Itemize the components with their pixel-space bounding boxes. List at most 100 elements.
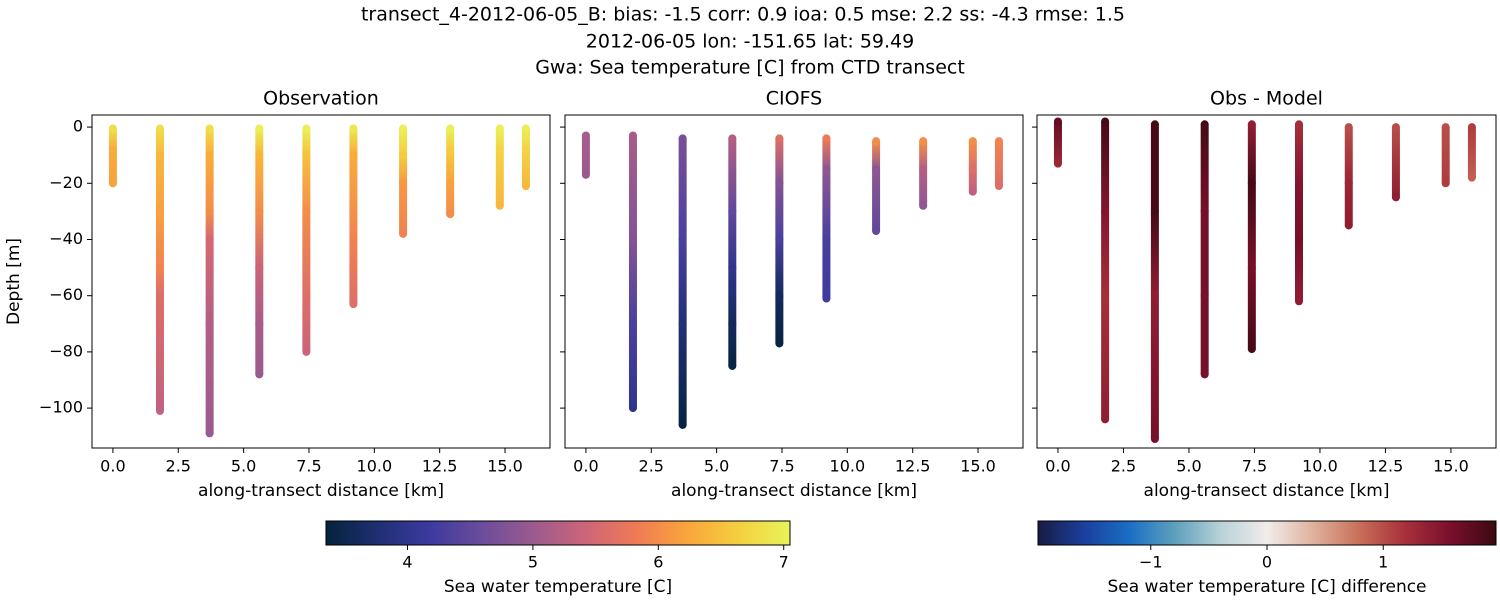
cast-segment <box>1200 295 1209 375</box>
cast-point <box>446 124 455 133</box>
cast-segment <box>205 239 214 324</box>
cast-point <box>1441 123 1450 132</box>
cast-point <box>302 207 311 216</box>
cast-segment <box>1053 121 1062 164</box>
cast-segment <box>302 155 311 212</box>
cast-point <box>775 291 784 300</box>
cast-point <box>399 179 408 188</box>
cast-point <box>205 429 214 438</box>
cast-point <box>495 201 504 210</box>
cast-point <box>628 404 637 413</box>
cast-point <box>1200 207 1209 216</box>
colorbar <box>325 520 791 546</box>
cast-segment <box>728 138 737 212</box>
cast-segment <box>399 128 408 156</box>
cast-point <box>155 124 164 133</box>
x-tick-label: 10.0 <box>357 457 393 476</box>
cast-point <box>728 207 737 216</box>
cast-point <box>628 131 637 140</box>
cast-segment <box>1294 239 1303 302</box>
cast-point <box>1467 173 1476 182</box>
cast-segment <box>446 183 455 215</box>
cast-point <box>968 165 977 174</box>
cast-point <box>775 235 784 244</box>
cast-point <box>728 361 737 370</box>
colorbar-tick-label: 4 <box>402 553 412 572</box>
cast-point <box>155 151 164 160</box>
cast-segment <box>255 323 264 375</box>
cast-point <box>1294 297 1303 306</box>
cast-segment <box>678 323 687 425</box>
cast-point <box>302 124 311 133</box>
cast-segment <box>1200 124 1209 212</box>
cast-segment <box>628 135 637 240</box>
cast-segment <box>108 128 117 150</box>
cast-point <box>872 165 881 174</box>
cast-point <box>1467 123 1476 132</box>
colorbar-label: Sea water temperature [C] <box>444 577 672 597</box>
cast-segment <box>678 239 687 324</box>
colorbar-tick-label: 7 <box>779 553 789 572</box>
cast-segment <box>822 239 831 299</box>
x-axis-label: along-transect distance [km] <box>1144 481 1390 501</box>
cast-segment <box>205 155 214 212</box>
cast-segment <box>446 128 455 150</box>
cast-segment <box>255 211 264 268</box>
cast-point <box>872 227 881 236</box>
cast-segment <box>205 323 214 434</box>
cast-segment <box>1150 211 1159 296</box>
cast-segment <box>822 138 831 170</box>
x-tick-label: 10.0 <box>1302 457 1338 476</box>
cast-segment <box>1101 121 1110 212</box>
x-tick-label: 15.0 <box>487 457 523 476</box>
x-tick-label: 7.5 <box>769 457 794 476</box>
cast-segment <box>1391 127 1400 198</box>
cast-segment <box>155 295 164 411</box>
x-tick-label: 15.0 <box>960 457 996 476</box>
cast-segment <box>728 323 737 366</box>
cast-point <box>446 179 455 188</box>
cast-point <box>822 294 831 303</box>
cast-segment <box>872 169 881 232</box>
x-tick-label: 2.5 <box>1111 457 1136 476</box>
cast-segment <box>399 183 408 234</box>
x-tick-label: 5.0 <box>231 457 256 476</box>
cast-segment <box>255 267 264 324</box>
cast-point <box>1200 291 1209 300</box>
cast-segment <box>399 155 408 184</box>
cast-point <box>628 235 637 244</box>
panel-title: Observation <box>263 88 379 110</box>
cast-point <box>255 207 264 216</box>
cast-point <box>822 134 831 143</box>
cast-point <box>775 179 784 188</box>
x-tick-label: 0.0 <box>1045 457 1070 476</box>
cast-segment <box>1344 127 1353 184</box>
casts <box>108 124 530 438</box>
cast-point <box>728 134 737 143</box>
cast-segment <box>1200 211 1209 296</box>
cast-point <box>1200 370 1209 379</box>
cast-segment <box>205 211 214 240</box>
cast-segment <box>1294 124 1303 184</box>
x-tick-label: 5.0 <box>704 457 729 476</box>
cast-point <box>968 187 977 196</box>
cast-segment <box>775 239 784 296</box>
cast-point <box>155 263 164 272</box>
cast-point <box>1150 291 1159 300</box>
cast-point <box>994 137 1003 146</box>
cast-point <box>302 291 311 300</box>
cast-point <box>302 151 311 160</box>
cast-point <box>1101 415 1110 424</box>
cast-point <box>1150 435 1159 444</box>
cast-point <box>678 319 687 328</box>
colorbar-tick-label: 6 <box>653 553 663 572</box>
x-tick-label: 12.5 <box>422 457 458 476</box>
cast-point <box>1150 207 1159 216</box>
cast-point <box>255 124 264 133</box>
cast-point <box>1101 291 1110 300</box>
cast-point <box>1294 179 1303 188</box>
cast-point <box>255 319 264 328</box>
cast-segment <box>968 141 977 170</box>
cast-point <box>1053 159 1062 168</box>
colorbar-tick-label: 5 <box>528 553 538 572</box>
